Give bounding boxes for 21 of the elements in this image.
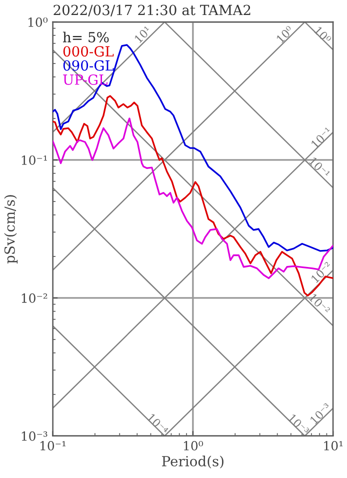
y-tick-label: 10⁻¹ [22,155,47,165]
x-axis-title: Period(s) [162,456,224,468]
y-tick-label: 10⁰ [28,17,48,27]
text: UP-GL [63,74,108,85]
series-label: 090-GL [63,60,114,71]
y-axis-title: pSv(cm/s) [4,195,18,264]
annotation: 10⁻³ [288,414,310,436]
x-tick-label: 10⁰ [184,441,204,450]
annotation: 10⁻¹ [308,156,330,178]
y-tick-label: 10⁻² [22,293,48,303]
annotation: 10⁻⁴ [146,413,169,436]
annotation: 10⁰ [314,26,332,44]
legend-title: h= 5% [62,32,109,42]
text: 000-GL [63,46,114,57]
y-tick-label: 10⁻³ [22,431,48,441]
x-tick-label: 10⁻¹ [40,441,66,450]
chart-title: 2022/03/17 21:30 at TAMA2 [54,4,250,16]
annotation: 10⁻² [308,293,331,315]
annotation: 10¹ [134,26,152,44]
x-tick-label: 10¹ [324,441,343,450]
annotation: 10⁰ [276,25,294,44]
